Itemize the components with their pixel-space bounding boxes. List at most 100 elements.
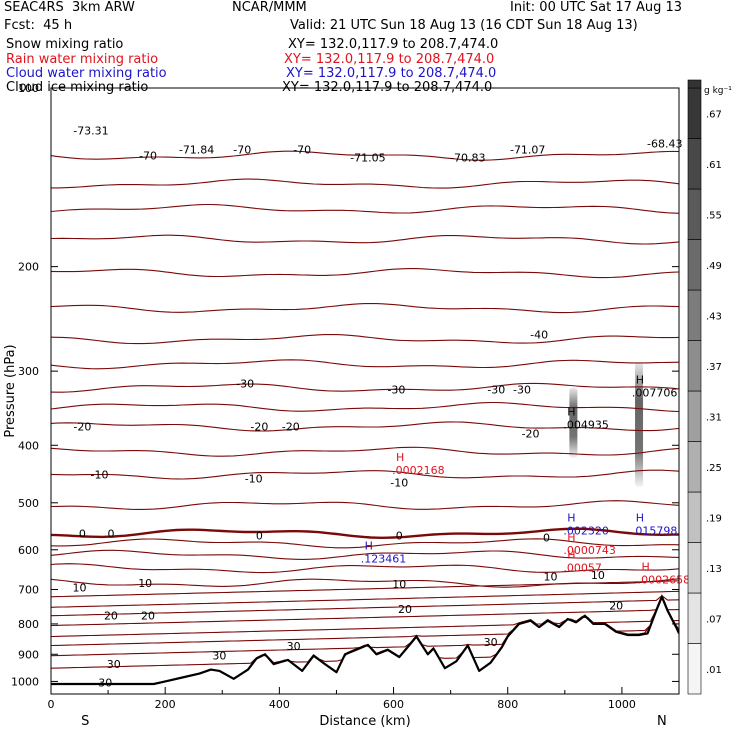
colorbar-overflow-segment [687, 79, 702, 89]
contour-label: -30 [236, 378, 254, 391]
contour-label: -20 [250, 421, 268, 434]
isotherm-line [51, 469, 679, 480]
contour-label: -10 [245, 472, 263, 485]
colorbar-tick-label: .61 [706, 160, 722, 171]
init-time: Init: 00 UTC Sat 17 Aug 13 [510, 0, 683, 15]
maximum-marker: H [636, 373, 644, 386]
colorbar-tick-label: .49 [706, 261, 722, 272]
contour-label: 0 [79, 527, 86, 540]
colorbar-segment [687, 542, 702, 594]
forecast-hour: Fcst: 45 h [4, 18, 73, 33]
y-tick-label: 800 [18, 618, 39, 631]
colorbar-tick-label: .25 [706, 463, 722, 474]
x-axis-title: Distance (km) [319, 714, 410, 729]
contour-label: -70 [293, 144, 311, 157]
maximum-value: .0000743 [563, 544, 616, 557]
colorbar-tick-label: .19 [706, 513, 722, 524]
isotherm-line [51, 446, 679, 457]
contour-label: 30 [287, 640, 301, 653]
y-tick-label: 100 [18, 82, 39, 95]
maximum-marker: H [641, 560, 649, 573]
maximum-marker: H [567, 406, 575, 419]
colorbar-tick-label: .37 [706, 362, 722, 373]
contour-label: 20 [104, 610, 118, 623]
colorbar-segment [687, 188, 702, 240]
field-snow-xy: XY= 132.0,117.9 to 208.7,474.0 [288, 37, 499, 52]
isotherm-line [51, 203, 679, 214]
field-snow-name: Snow mixing ratio [6, 37, 124, 52]
field-cloudwater-name: Cloud water mixing ratio [6, 66, 167, 81]
y-tick-label: 900 [18, 648, 39, 661]
contour-label: 10 [591, 569, 605, 582]
maximum-value: .00057 [563, 561, 602, 574]
contour-label: 30 [212, 650, 226, 663]
colorbar-segment [687, 87, 702, 139]
isotherm-line [51, 594, 679, 669]
start-point-label: S [81, 714, 89, 729]
cloud-ice-shading [635, 362, 644, 487]
maximum-value: .015798 [632, 524, 678, 537]
isotherm-line [51, 590, 679, 608]
colorbar-segment [687, 289, 702, 341]
end-point-label: N [657, 714, 667, 729]
contour-label: 10 [392, 578, 406, 591]
colorbar-tick-label: .67 [706, 109, 722, 120]
isotherm-line [51, 421, 679, 432]
y-tick-label: 600 [18, 544, 39, 557]
contour-label: -68.43 [647, 137, 682, 150]
terrain-profile [51, 595, 679, 686]
colorbar-segment [687, 592, 702, 644]
isotherm-line [51, 333, 679, 345]
colorbar-tick-label: .55 [706, 210, 722, 221]
y-tick-label: 200 [18, 261, 39, 274]
x-tick-label: 0 [48, 698, 55, 711]
contour-label: -40 [530, 328, 548, 341]
contour-label: -71.84 [179, 144, 214, 157]
isotherm-line [51, 401, 679, 413]
contour-label: -10 [390, 476, 408, 489]
colorbar-tick-label: .07 [706, 614, 722, 625]
colorbar-unit: g kg⁻¹ [704, 86, 732, 96]
field-rain-name: Rain water mixing ratio [6, 52, 159, 67]
plot-frame [50, 87, 680, 695]
maximum-value: .0002658 [638, 573, 691, 586]
isotherm-line [51, 538, 679, 549]
colorbar-tick-label: .13 [706, 564, 722, 575]
contour-label: -71.07 [510, 144, 545, 157]
contour-label: 0 [107, 527, 114, 540]
maximum-marker: H [567, 548, 575, 561]
y-axis-title: Pressure (hPa) [3, 344, 18, 437]
contour-label: 10 [138, 577, 152, 590]
isotherm-line [51, 594, 679, 617]
isotherm-line [51, 580, 679, 598]
x-tick-label: 1000 [608, 698, 636, 711]
y-tick-label: 400 [18, 439, 39, 452]
colorbar-segment [687, 441, 702, 493]
contour-label: 30 [107, 658, 121, 671]
maximum-value: .004935 [563, 419, 609, 432]
x-tick-label: 200 [155, 698, 176, 711]
isotherm-line [51, 150, 679, 161]
isotherm-line [51, 500, 679, 510]
isotherm-line [51, 594, 679, 627]
maximum-marker: H [567, 531, 575, 544]
y-tick-label: 700 [18, 584, 39, 597]
colorbar-tick-label: .01 [706, 665, 722, 676]
contour-label: -30 [487, 383, 505, 396]
colorbar-tick-label: .43 [706, 311, 722, 322]
contour-label: -73.31 [73, 125, 108, 138]
colorbar-segment [687, 138, 702, 190]
maximum-value: .0002168 [392, 464, 445, 477]
y-tick-label: 1000 [11, 675, 39, 688]
contour-label: -20 [522, 427, 540, 440]
x-tick-label: 400 [269, 698, 290, 711]
maximum-value: .123461 [361, 552, 407, 565]
cloud-ice-shading [569, 387, 578, 458]
maximum-marker: H [567, 511, 575, 524]
colorbar-segment [687, 643, 702, 695]
contour-label: 10 [73, 582, 87, 595]
contour-label: 0 [256, 530, 263, 543]
contour-label: -30 [513, 383, 531, 396]
contour-label: -20 [73, 421, 91, 434]
